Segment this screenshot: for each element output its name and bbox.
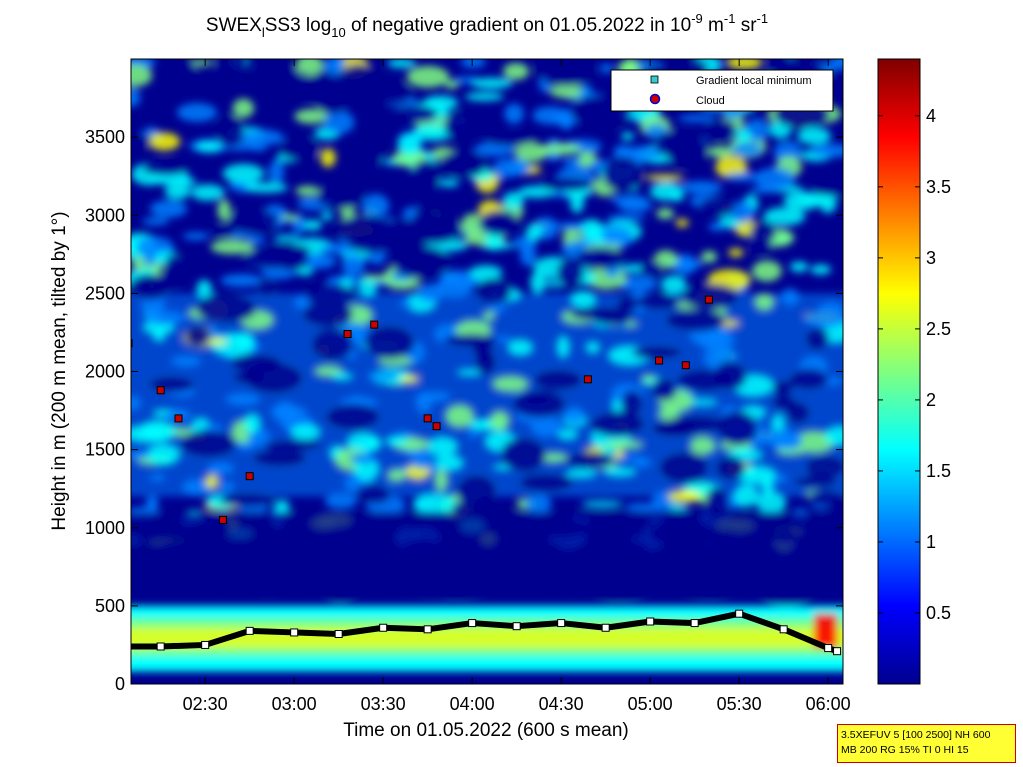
title-sup: -9 [691,11,703,26]
legend: Gradient local minimum Cloud [610,69,834,112]
colorbar-tick-label: 0.5 [926,603,951,623]
data-point [131,339,133,348]
data-point [557,619,566,628]
data-point [343,330,352,338]
data-point [423,625,432,634]
title-part: SWEX [206,15,262,36]
y-tick-label: 3000 [85,205,125,225]
data-point [601,623,610,632]
colorbar-tick-label: 2 [926,390,936,410]
x-tick-label: 03:00 [272,694,317,714]
colorbar-tick-label: 4 [926,106,936,126]
data-point [655,356,664,365]
y-tick-label: 3500 [85,127,125,147]
x-tick-label: 04:00 [450,694,495,714]
data-point [735,609,744,618]
data-point [370,320,379,329]
data-point [824,644,833,653]
data-point [290,628,299,637]
data-point [245,626,254,635]
data-point [423,414,432,423]
data-point [218,515,227,524]
heatmap-area [122,59,843,684]
title-sub: l [262,25,265,40]
data-point [334,630,343,638]
data-point [432,422,441,431]
data-point [156,386,165,395]
data-point [245,472,254,481]
colorbar-tick-label: 1.5 [926,461,951,481]
data-point [156,642,165,651]
x-axis: 02:30 03:00 03:30 04:00 04:30 05:00 05:30 06:00 [183,59,851,714]
legend-marker-cloud [649,93,661,105]
x-tick-label: 02:30 [183,694,228,714]
data-point [646,617,655,626]
title-sup: -1 [757,11,769,26]
x-tick-label: 06:00 [806,694,851,714]
data-point [379,623,388,632]
y-tick-label: 1500 [85,440,125,460]
series-cloud [131,295,713,524]
colorbar-tick-label: 2.5 [926,319,951,339]
x-tick-label: 05:30 [717,694,762,714]
info-line-2: MB 200 RG 15% TI 0 HI 15 [841,744,969,756]
data-point [681,361,690,370]
data-point [201,640,210,649]
data-point [704,295,713,304]
chart-title: SWEXlSS3 log10 of negative gradient on 0… [206,11,768,40]
colorbar-tick-label: 3.5 [926,177,951,197]
title-sup: -1 [724,11,736,26]
legend-entry-minimum: Gradient local minimum [696,75,812,87]
title-part: of negative gradient on 01.05.2022 in 10 [346,15,691,36]
colorbar-tick-label: 3 [926,248,936,268]
x-tick-label: 04:30 [539,694,584,714]
y-axis: 0 500 1000 1500 2000 2500 3000 3500 [85,127,843,694]
y-tick-label: 500 [95,596,125,616]
colorbar: 0.5 1 1.5 2 2.5 3 3.5 4 [877,58,951,685]
info-box: 3.5XEFUV 5 [100 2500] NH 600 MB 200 RG 1… [837,724,1016,763]
data-point [583,375,592,384]
y-tick-label: 2500 [85,283,125,303]
data-point [833,647,842,656]
title-part: SS3 log [265,15,332,36]
info-line-1: 3.5XEFUV 5 [100 2500] NH 600 [841,729,991,741]
title-sub: 10 [331,25,345,40]
legend-marker-minimum [650,75,659,84]
x-axis-label: Time on 01.05.2022 (600 s mean) [343,720,629,741]
data-point [468,619,477,628]
data-point [779,625,788,634]
data-point [690,619,699,628]
series-gradient-minimum [122,609,842,656]
y-tick-label: 0 [115,674,125,694]
data-point [512,622,521,631]
x-tick-label: 05:00 [628,694,673,714]
series-line [131,610,839,655]
y-tick-label: 2000 [85,362,125,382]
title-part: sr [735,15,757,36]
title-part: m [703,15,724,36]
colorbar-tick-label: 1 [926,532,936,552]
y-axis-label: Height in m (200 m mean, tilted by 1°) [49,211,70,530]
data-point [174,414,183,423]
y-tick-label: 1000 [85,518,125,538]
legend-entry-cloud: Cloud [696,95,725,107]
x-tick-label: 03:30 [361,694,406,714]
data-point [122,643,129,650]
